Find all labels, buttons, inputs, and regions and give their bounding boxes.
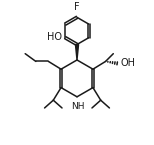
Text: NH: NH xyxy=(71,102,85,111)
Text: F: F xyxy=(74,2,80,12)
Text: HO: HO xyxy=(47,32,62,42)
Polygon shape xyxy=(75,45,79,60)
Text: OH: OH xyxy=(120,58,135,68)
